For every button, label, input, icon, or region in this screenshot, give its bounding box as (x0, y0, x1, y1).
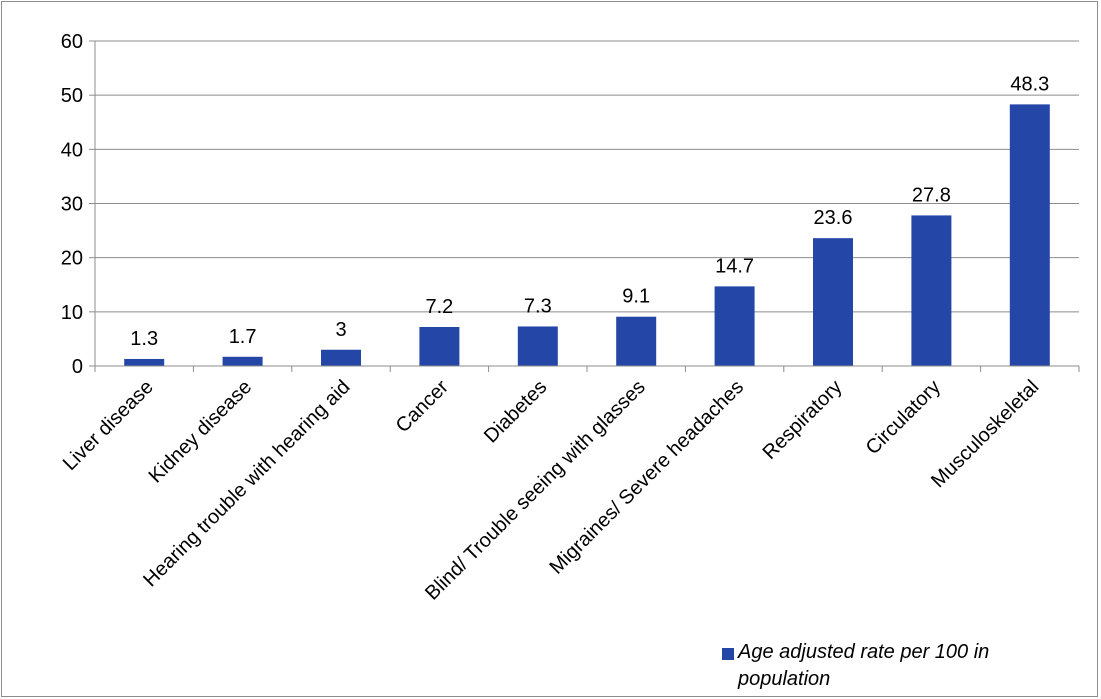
data-label: 27.8 (912, 184, 951, 206)
bar (517, 326, 558, 366)
bar (124, 358, 165, 366)
legend-label: Age adjusted rate per 100 in population (738, 641, 990, 690)
y-tick-label: 10 (61, 302, 83, 324)
bar (222, 356, 263, 366)
bar (321, 349, 361, 366)
labels: 0 10 20 30 40 50 60 1.3 Liver disease 1.7 Kidney d… (59, 31, 1049, 605)
category-label: Kidney disease (145, 376, 256, 487)
data-label: 1.7 (229, 326, 257, 348)
y-tick-label: 40 (61, 139, 83, 161)
y-tick-label: 0 (72, 356, 83, 378)
y-tick-label: 20 (61, 248, 83, 270)
data-label: 1.3 (130, 328, 158, 350)
legend-swatch (722, 648, 734, 660)
axes (89, 40, 1080, 372)
data-label: 23.6 (814, 207, 853, 229)
category-label: Blind/ Trouble seeing with glasses (421, 376, 650, 605)
category-label: Migraines/ Severe headaches (545, 376, 748, 579)
y-tick-label: 60 (61, 31, 83, 53)
category-label: Circulatory (862, 376, 945, 459)
category-label: Cancer (392, 376, 453, 437)
y-tick-label: 30 (61, 194, 83, 216)
data-label: 9.1 (622, 286, 650, 308)
bar (911, 215, 952, 366)
category-label: Musculoskeletal (927, 376, 1043, 492)
bar (419, 327, 460, 366)
data-label: 7.3 (524, 295, 552, 317)
bar (1009, 104, 1050, 366)
data-label: 48.3 (1010, 73, 1049, 95)
bar (714, 286, 755, 366)
category-label: Diabetes (480, 376, 551, 447)
bars (124, 104, 1050, 366)
category-label: Hearing trouble with hearing aid (139, 376, 354, 591)
category-label: Liver disease (59, 376, 158, 475)
category-label: Respiratory (759, 376, 847, 464)
data-label: 14.7 (715, 255, 754, 277)
y-tick-label: 50 (61, 85, 83, 107)
data-label: 3 (335, 319, 346, 341)
bar (616, 316, 657, 366)
bar (813, 238, 853, 366)
data-label: 7.2 (425, 296, 453, 318)
